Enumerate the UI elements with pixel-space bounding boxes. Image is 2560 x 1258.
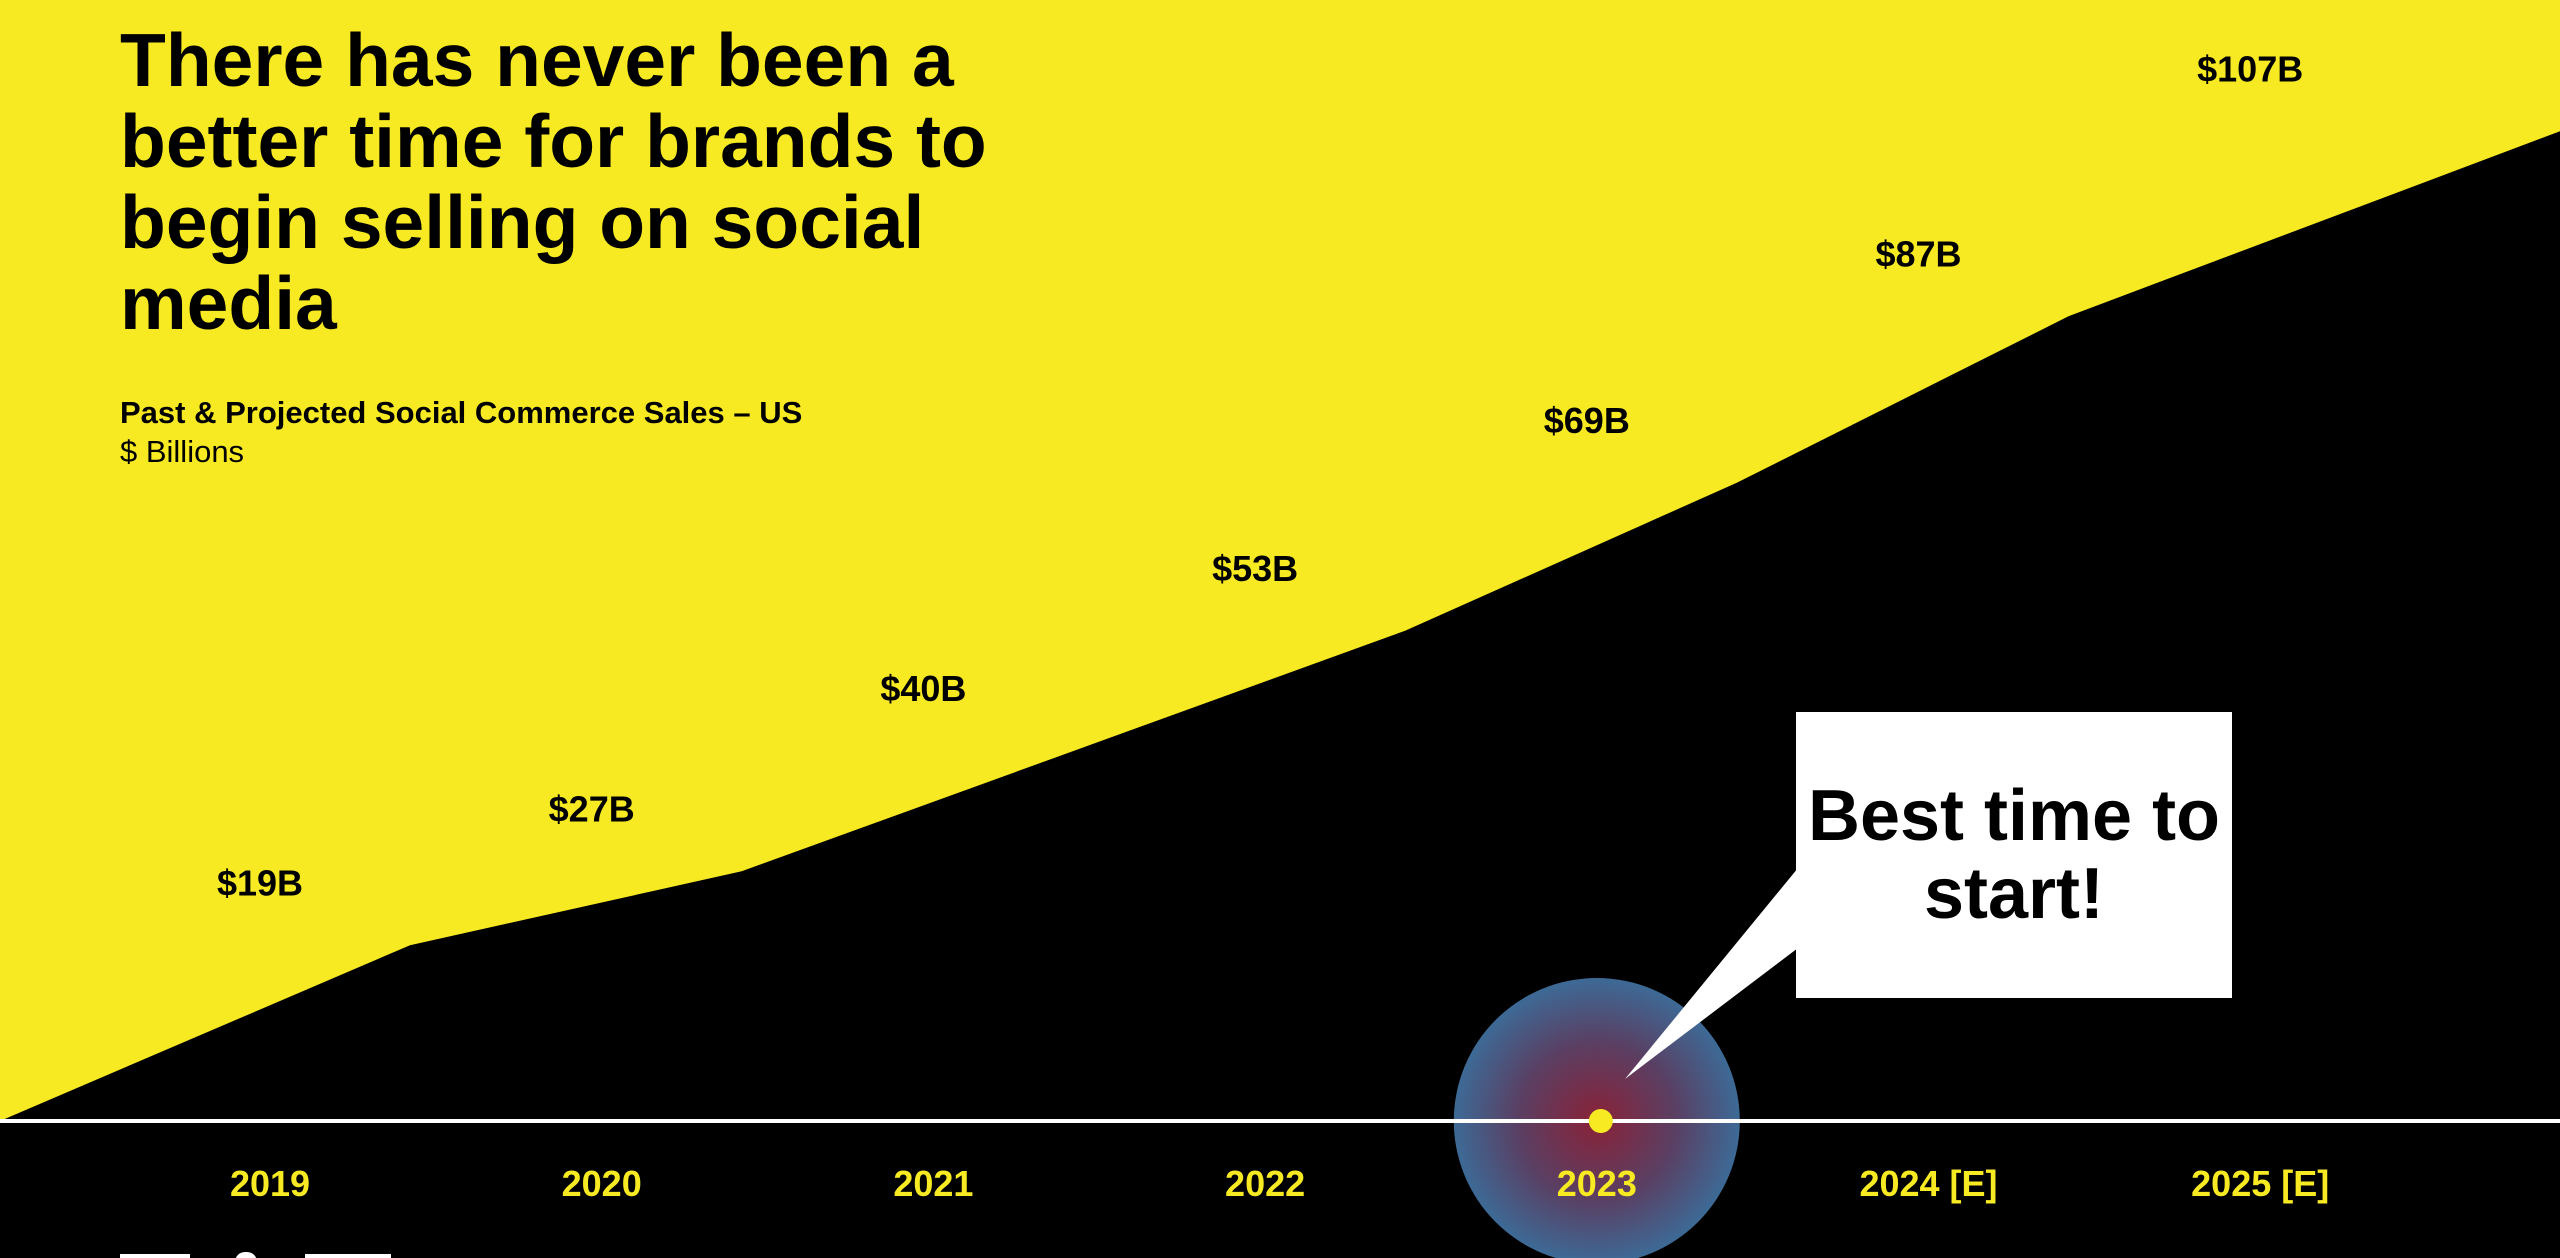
value-label: $107B — [2197, 48, 2303, 89]
bottom-band — [0, 1120, 2560, 1258]
callout-box: Best time to start! — [1796, 712, 2232, 998]
value-labels: $19B $27B $40B $53B $69B $87B $107B — [217, 48, 2303, 903]
pulse-circle-icon — [1588, 1109, 1613, 1133]
value-label: $87B — [1875, 233, 1961, 274]
x-tick-label: 2022 — [1225, 1163, 1305, 1204]
x-tick-label: 2025 [E] — [2191, 1163, 2329, 1204]
logo-mark — [235, 1252, 257, 1258]
callout-text: Best time to start! — [1807, 776, 2221, 934]
value-label: $27B — [549, 788, 635, 829]
value-label: $40B — [880, 668, 966, 709]
chart-title: Past & Projected Social Commerce Sales –… — [120, 395, 803, 430]
logo-wordmark — [120, 1254, 190, 1258]
value-label: $19B — [217, 862, 303, 903]
value-label: $53B — [1212, 548, 1298, 589]
chart-subtitle: $ Billions — [120, 434, 245, 469]
value-label: $69B — [1544, 400, 1630, 441]
x-tick-label: 2024 [E] — [1859, 1163, 1997, 1204]
headline: There has never been a better time for b… — [120, 18, 987, 345]
x-tick-label: 2020 — [562, 1163, 642, 1204]
partner-logos — [120, 1250, 400, 1258]
x-tick-label: 2021 — [893, 1163, 973, 1204]
x-tick-label: 2019 — [230, 1163, 310, 1204]
logo-box — [305, 1254, 391, 1258]
callout-pointer — [1625, 868, 1798, 1079]
x-tick-label: 2023 — [1557, 1163, 1637, 1204]
x-tick-labels: 2019 2020 2021 2022 2023 2024 [E] 2025 [E] — [230, 1163, 2329, 1204]
